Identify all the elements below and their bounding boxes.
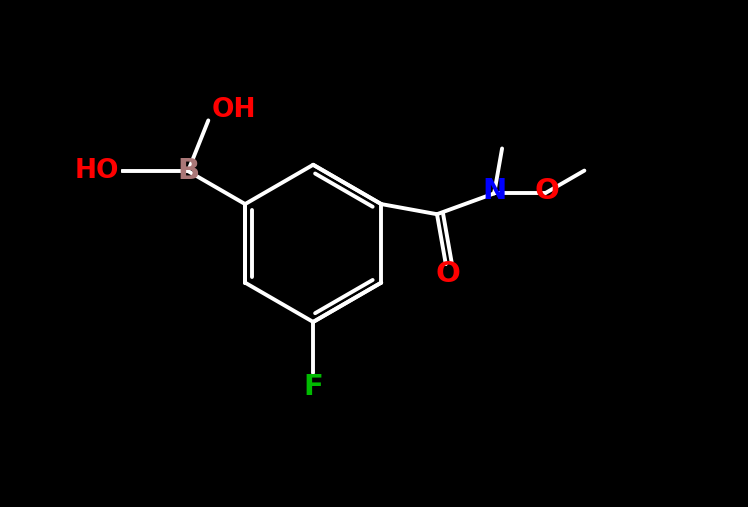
Text: O: O <box>436 260 461 288</box>
Text: N: N <box>482 177 506 205</box>
Text: OH: OH <box>212 97 256 123</box>
Text: B: B <box>177 157 199 185</box>
Text: O: O <box>535 177 560 205</box>
Text: F: F <box>303 373 323 401</box>
Text: HO: HO <box>75 158 119 184</box>
